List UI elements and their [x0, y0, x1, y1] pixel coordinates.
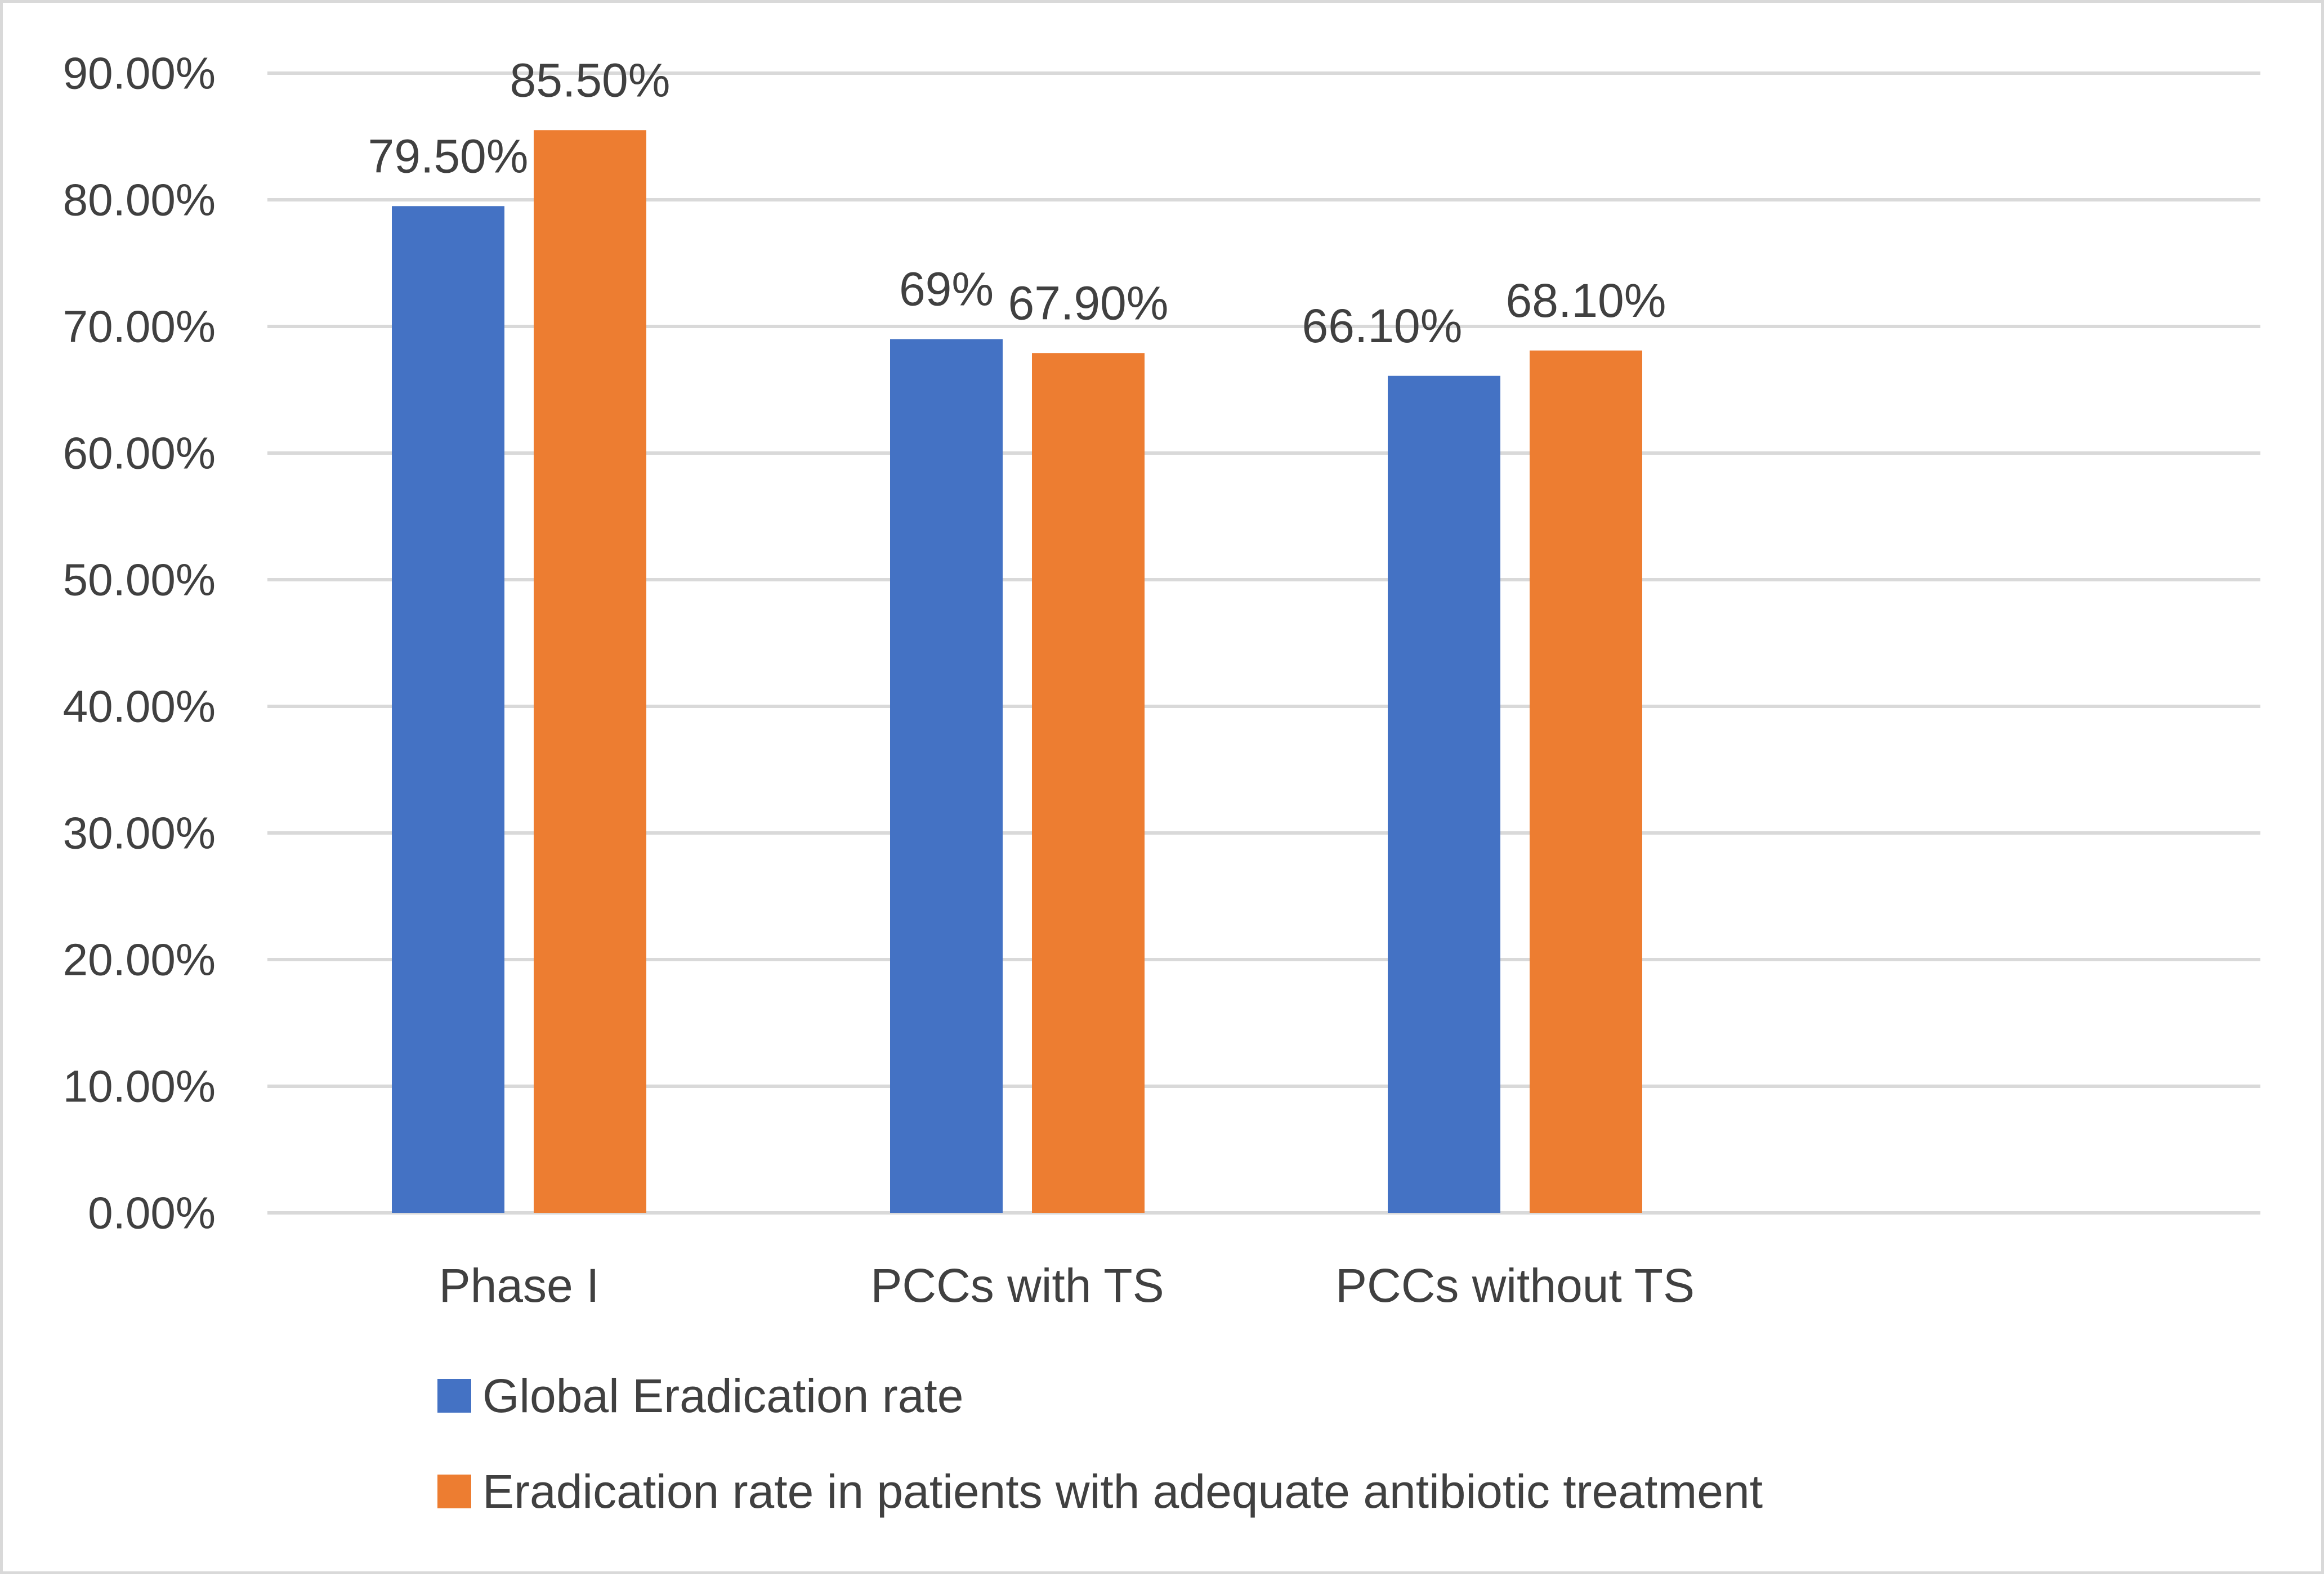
legend-swatch: [437, 1475, 471, 1508]
legend: Global Eradication rate Eradication rate …: [437, 1369, 1763, 1518]
y-tick-label: 50.00%: [63, 555, 216, 605]
y-tick-label: 70.00%: [63, 302, 216, 352]
data-label: 66.10%: [1302, 299, 1463, 352]
y-tick-label: 40.00%: [63, 682, 216, 732]
bar-global-2: [1388, 375, 1500, 1213]
x-category-label: Phase I: [439, 1259, 600, 1312]
legend-label: Global Eradication rate: [482, 1369, 963, 1422]
data-label: 67.90%: [1008, 276, 1169, 329]
data-label: 68.10%: [1506, 274, 1666, 327]
bar-chart: 0.00% 10.00% 20.00% 30.00% 40.00% 50.00% 60.00…: [63, 48, 2260, 1518]
bar-global-0: [392, 206, 504, 1213]
x-category-label: PCCs without TS: [1335, 1259, 1695, 1312]
y-tick-label: 20.00%: [63, 935, 216, 985]
data-label: 85.50%: [510, 53, 671, 106]
y-tick-label: 0.00%: [88, 1188, 216, 1238]
data-label: 79.50%: [368, 129, 529, 182]
legend-swatch: [437, 1379, 471, 1413]
bar-global-1: [890, 339, 1003, 1213]
x-category-label: PCCs with TS: [870, 1259, 1164, 1312]
data-label: 69%: [899, 263, 994, 316]
x-axis-category-labels: Phase I PCCs with TS PCCs without TS: [439, 1259, 1695, 1312]
bar-adequate-2: [1530, 350, 1642, 1213]
y-axis-tick-labels: 0.00% 10.00% 20.00% 30.00% 40.00% 50.00% 60.00…: [63, 48, 216, 1238]
data-labels: 79.50% 85.50% 69% 67.90% 66.10% 68.10%: [368, 53, 1666, 352]
y-tick-label: 10.00%: [63, 1061, 216, 1112]
y-tick-label: 60.00%: [63, 428, 216, 478]
y-tick-label: 30.00%: [63, 808, 216, 858]
y-tick-label: 90.00%: [63, 48, 216, 98]
y-tick-label: 80.00%: [63, 175, 216, 225]
bars: [392, 130, 1642, 1213]
legend-label: Eradication rate in patients with adequa…: [482, 1465, 1763, 1518]
bar-adequate-0: [534, 130, 646, 1213]
bar-adequate-1: [1032, 353, 1145, 1213]
